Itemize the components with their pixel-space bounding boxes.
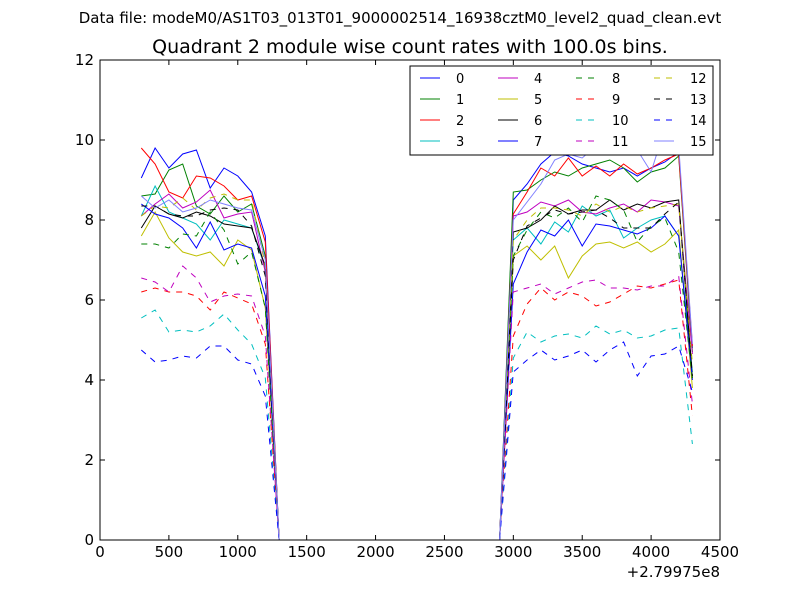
series-line-7 xyxy=(141,203,693,541)
legend-label-1: 1 xyxy=(456,93,464,108)
legend-label-3: 3 xyxy=(456,135,464,150)
series-line-9 xyxy=(141,279,693,541)
x-tick-label: 4000 xyxy=(632,543,670,561)
series-line-12 xyxy=(141,193,693,541)
legend-label-10: 10 xyxy=(612,114,629,129)
x-axis-offset-label: +2.79975e8 xyxy=(627,563,720,581)
x-tick-label: 2000 xyxy=(356,543,394,561)
figure-suptitle: Data file: modeM0/AS1T03_013T01_90000025… xyxy=(79,9,722,28)
axis-ticks: 0 500 1000 1500 2000 2500 3000 3500 4000 4500 0 2 4 6… xyxy=(75,51,739,561)
series-line-2 xyxy=(140,147,693,541)
legend-label-15: 15 xyxy=(690,135,707,150)
x-tick-label: 3000 xyxy=(494,543,532,561)
series-line-15 xyxy=(140,126,693,541)
y-tick-label: 6 xyxy=(84,291,94,309)
legend-label-4: 4 xyxy=(534,72,542,87)
legend-label-13: 13 xyxy=(690,93,707,108)
series-line-11 xyxy=(141,265,693,541)
x-tick-label: 0 xyxy=(95,543,105,561)
legend-label-2: 2 xyxy=(456,114,464,129)
y-tick-label: 12 xyxy=(75,51,94,69)
y-tick-label: 4 xyxy=(84,371,94,389)
y-tick-label: 8 xyxy=(84,211,94,229)
x-tick-label: 1000 xyxy=(219,543,257,561)
series-line-5 xyxy=(140,210,693,541)
legend-label-5: 5 xyxy=(534,93,542,108)
x-tick-label: 2500 xyxy=(425,543,463,561)
x-tick-label: 3500 xyxy=(563,543,601,561)
series-line-3 xyxy=(140,184,693,541)
legend-label-14: 14 xyxy=(690,114,707,129)
x-tick-label: 500 xyxy=(155,543,184,561)
series-line-8 xyxy=(141,195,693,541)
legend-label-8: 8 xyxy=(612,72,620,87)
series-line-6 xyxy=(140,199,693,541)
y-tick-label: 10 xyxy=(75,131,94,149)
legend-label-6: 6 xyxy=(534,114,542,129)
series-line-14 xyxy=(140,341,693,541)
y-tick-label: 0 xyxy=(84,531,94,549)
legend-label-0: 0 xyxy=(456,72,464,87)
legend-box xyxy=(409,65,714,156)
y-tick-label: 2 xyxy=(84,451,94,469)
series-line-13 xyxy=(141,200,693,541)
x-tick-label: 4500 xyxy=(701,543,739,561)
series-layer xyxy=(140,126,693,541)
chart-title: Quadrant 2 module wise count rates with … xyxy=(152,36,668,58)
series-line-0 xyxy=(140,146,693,541)
legend-label-11: 11 xyxy=(612,135,629,150)
legend-label-9: 9 xyxy=(612,93,620,108)
series-line-1 xyxy=(141,154,693,541)
legend-label-12: 12 xyxy=(690,72,707,87)
x-tick-label: 1500 xyxy=(288,543,326,561)
series-line-10 xyxy=(141,309,693,541)
legend-label-7: 7 xyxy=(534,135,542,150)
